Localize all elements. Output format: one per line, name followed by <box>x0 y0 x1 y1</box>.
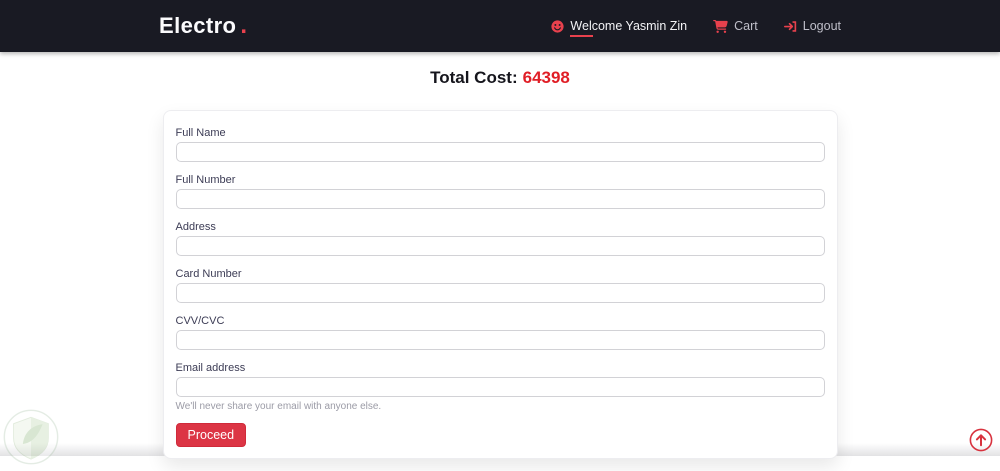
top-navbar: Electro . Welcome Yasmin Zin Cart <box>0 0 1000 52</box>
sign-out-arrow-icon <box>783 20 796 32</box>
form-group-email: Email address We'll never share your ema… <box>175 361 825 412</box>
full-number-label: Full Number <box>175 174 236 186</box>
form-group-card-number: Card Number <box>175 267 825 303</box>
form-group-cvv: CVV/CVC <box>175 314 825 350</box>
total-cost-heading: Total Cost: 64398 <box>0 68 1000 88</box>
active-nav-underline <box>570 35 594 37</box>
smiley-face-icon <box>551 19 565 33</box>
logout-label: Logout <box>802 19 841 33</box>
nav-links: Welcome Yasmin Zin Cart Logout <box>551 19 841 37</box>
form-group-full-name: Full Name <box>175 126 825 162</box>
checkout-form-card: Full Name Full Number Address Card Numbe… <box>162 110 838 459</box>
full-name-input[interactable] <box>175 142 825 162</box>
arrow-up-circle-icon <box>969 428 993 452</box>
email-label: Email address <box>175 362 246 374</box>
nav-item-logout[interactable]: Logout <box>783 19 841 33</box>
form-group-address: Address <box>175 220 825 256</box>
nav-item-welcome-user[interactable]: Welcome Yasmin Zin <box>551 19 688 37</box>
green-shield-logo-watermark <box>2 408 60 466</box>
card-number-input[interactable] <box>175 283 825 303</box>
total-cost-value: 64398 <box>522 68 570 87</box>
brand-dot: . <box>240 12 248 39</box>
full-name-label: Full Name <box>175 127 226 139</box>
proceed-button[interactable]: Proceed <box>175 423 247 447</box>
brand-logo[interactable]: Electro . <box>159 12 247 40</box>
scroll-to-top-button[interactable] <box>969 428 993 452</box>
shopping-cart-icon <box>713 19 728 33</box>
full-number-input[interactable] <box>175 189 825 209</box>
welcome-user-label: Welcome Yasmin Zin <box>570 19 688 33</box>
cart-label: Cart <box>734 19 758 33</box>
address-input[interactable] <box>175 236 825 256</box>
address-label: Address <box>175 221 216 233</box>
card-number-label: Card Number <box>175 268 242 280</box>
nav-item-cart[interactable]: Cart <box>713 19 758 33</box>
cvv-input[interactable] <box>175 330 825 350</box>
brand-text: Electro <box>159 13 237 38</box>
email-help-text: We'll never share your email with anyone… <box>175 401 382 412</box>
email-input[interactable] <box>175 377 825 397</box>
total-cost-label: Total Cost: <box>430 68 518 87</box>
cvv-label: CVV/CVC <box>175 315 225 327</box>
nav-container: Electro . Welcome Yasmin Zin Cart <box>159 12 841 40</box>
form-group-full-number: Full Number <box>175 173 825 209</box>
